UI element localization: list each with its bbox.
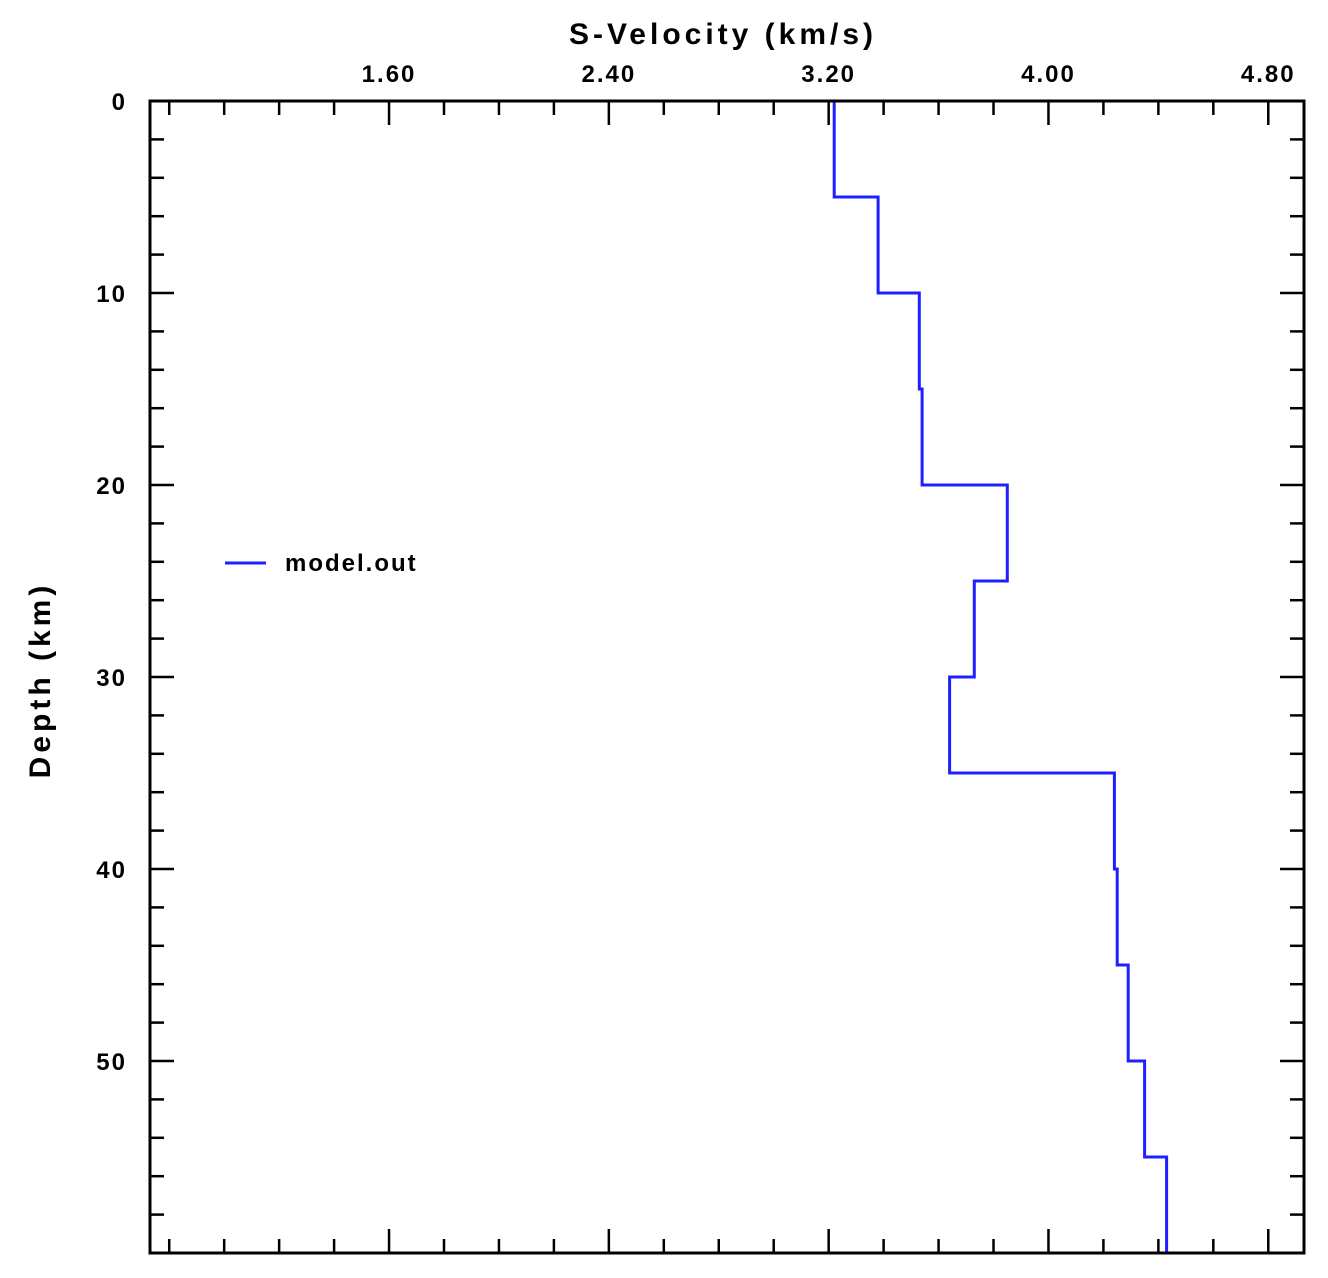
y-tick-label: 30 [96,665,127,692]
x-tick-label: 4.80 [1241,61,1296,88]
x-axis-title: S-Velocity (km/s) [569,18,877,51]
x-tick-label: 3.20 [801,61,856,88]
y-axis-title: Depth (km) [24,582,57,779]
x-tick-label: 2.40 [581,61,636,88]
legend-label-model-out: model.out [285,550,418,577]
y-tick-label: 50 [96,1049,127,1076]
axis-ticks [150,99,1304,1255]
x-tick-label: 1.60 [362,61,417,88]
legend: model.out [225,550,418,577]
y-tick-label: 40 [96,857,127,884]
y-tick-label: 20 [96,473,127,500]
axis-tick-labels: 1.60 2.40 3.20 4.00 4.80 0 10 20 30 40 50 [96,61,1296,1076]
y-tick-label: 0 [112,89,127,116]
series-line-model-out [832,101,1178,1255]
series-layer [832,101,1178,1255]
x-tick-label: 4.00 [1021,61,1076,88]
plot-frame [148,99,1306,1255]
y-tick-label: 10 [96,281,127,308]
